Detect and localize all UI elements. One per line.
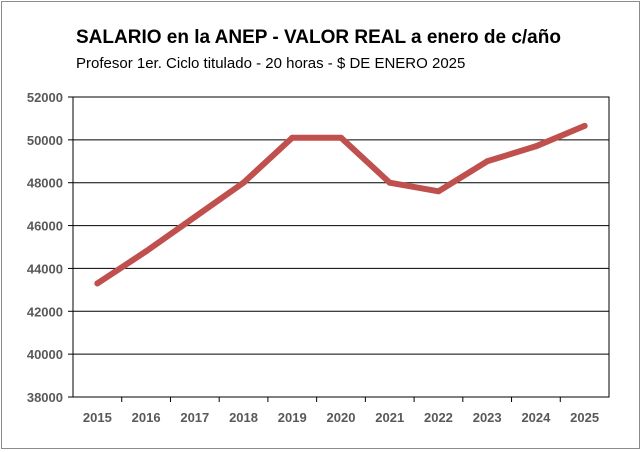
data-point-2017	[191, 214, 198, 220]
data-point-2015	[94, 280, 101, 287]
data-point-2024	[532, 143, 539, 150]
y-tick-label: 44000	[27, 261, 63, 276]
data-point-2021	[386, 179, 393, 186]
y-tick-label: 42000	[27, 304, 63, 319]
x-axis-ticks: 2015 2016 2017 2018 2019 2020 2021 2022 2023 2024…	[83, 397, 599, 425]
y-tick-label: 52000	[27, 90, 63, 105]
y-tick-label: 46000	[27, 219, 63, 234]
data-point-2025	[581, 122, 588, 129]
y-tick-label: 40000	[27, 347, 63, 362]
y-axis-ticks: 38000 40000 42000 44000 46000 48000 50000 52000	[27, 90, 73, 405]
data-point-2020	[338, 134, 344, 141]
data-point-2023	[484, 158, 491, 165]
x-tick-label: 2015	[83, 410, 112, 425]
x-tick-label: 2016	[132, 410, 161, 425]
y-tick-label: 50000	[27, 133, 63, 148]
gridlines	[73, 139, 609, 355]
series-group	[94, 122, 588, 287]
series-line	[94, 122, 588, 287]
chart-subtitle: Profesor 1er. Ciclo titulado - 20 horas …	[76, 55, 466, 72]
x-tick-label: 2018	[229, 410, 258, 425]
x-tick-label: 2021	[375, 410, 404, 425]
data-point-2016	[143, 248, 150, 255]
x-tick-label: 2017	[180, 410, 209, 425]
x-tick-label: 2022	[424, 410, 453, 425]
data-point-2019	[289, 134, 296, 141]
chart-title: SALARIO en la ANEP - VALOR REAL a enero …	[76, 27, 561, 48]
x-tick-label: 2020	[327, 410, 356, 425]
x-tick-label: 2024	[521, 410, 551, 425]
y-tick-label: 38000	[27, 390, 63, 405]
y-tick-label: 48000	[27, 176, 63, 191]
data-point-2018	[240, 179, 247, 186]
x-tick-label: 2025	[570, 410, 599, 425]
data-point-2022	[435, 188, 442, 195]
x-tick-label: 2019	[278, 410, 307, 425]
plot-area	[72, 96, 610, 398]
x-tick-label: 2023	[473, 410, 502, 425]
